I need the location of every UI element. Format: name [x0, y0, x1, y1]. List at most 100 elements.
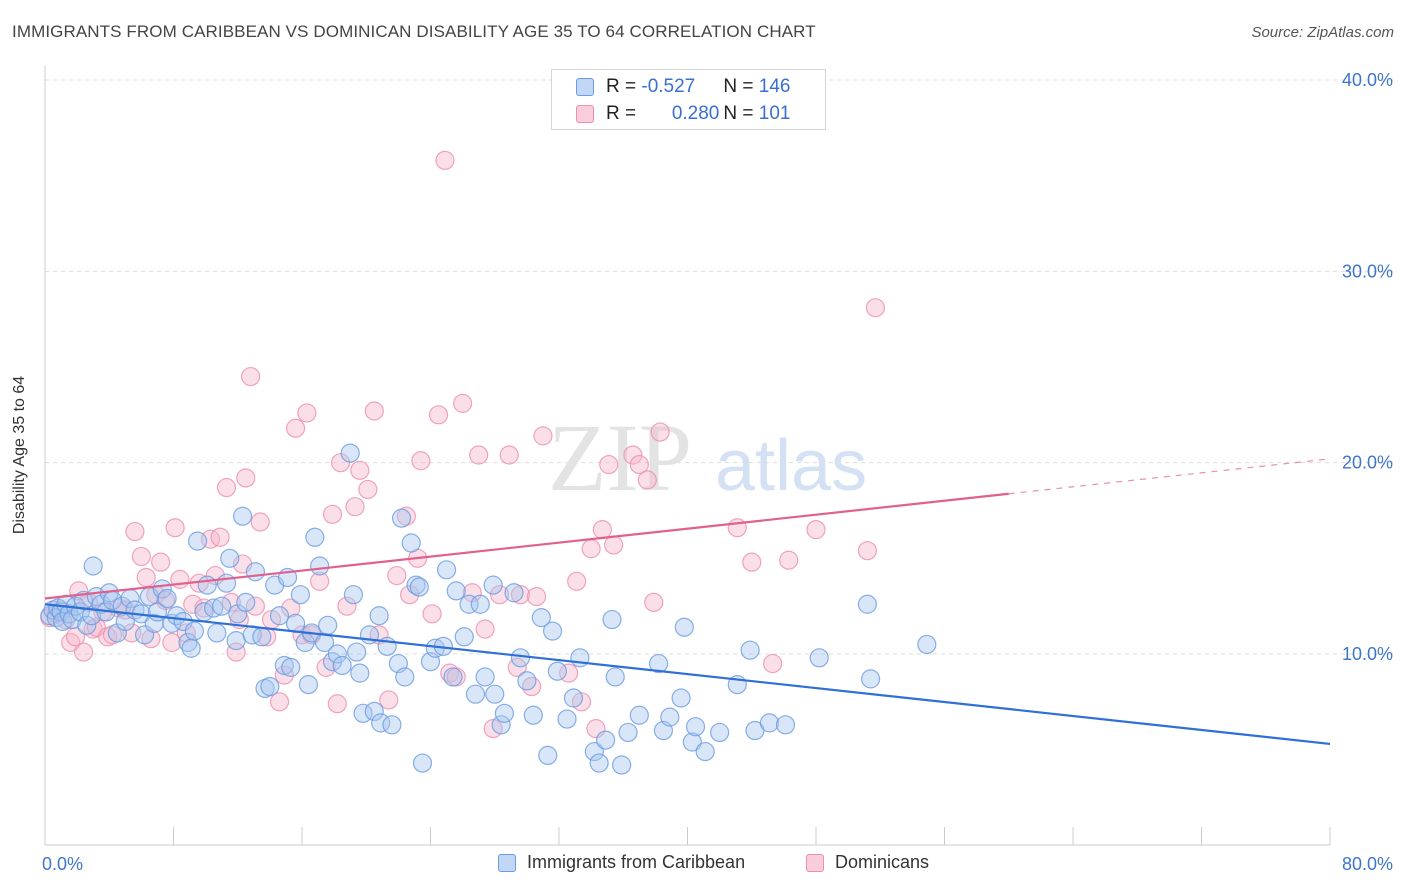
- dominicans-point: [727, 518, 747, 538]
- caribbean-point: [178, 632, 198, 653]
- dominicans-point: [250, 512, 270, 532]
- dominicans-point: [400, 585, 420, 605]
- caribbean-point: [112, 596, 132, 616]
- caribbean-point: [494, 703, 514, 723]
- series-legend-caribbean: Immigrants from Caribbean: [498, 852, 745, 873]
- watermark-atlas: atlas: [715, 426, 867, 506]
- caribbean-point: [491, 715, 511, 735]
- caribbean-point: [305, 527, 325, 547]
- caribbean-point: [298, 675, 319, 695]
- dominicans-trend-extension: [1008, 458, 1331, 495]
- dominicans-point: [131, 546, 151, 567]
- dominicans-point: [644, 592, 664, 612]
- caribbean-point: [547, 661, 567, 681]
- caribbean-point: [459, 594, 479, 614]
- chart-title: IMMIGRANTS FROM CARIBBEAN VS DOMINICAN D…: [12, 22, 816, 41]
- caribbean-point: [220, 548, 240, 568]
- dominicans-point: [136, 567, 156, 588]
- caribbean-point: [454, 627, 474, 647]
- caribbean-point: [347, 642, 367, 662]
- caribbean-point: [475, 667, 495, 687]
- caribbean-point: [269, 606, 290, 626]
- dominicans-point: [350, 460, 370, 480]
- series-legend-dominicans: Dominicans: [806, 852, 929, 873]
- dominicans-point: [604, 535, 624, 555]
- caribbean-point: [517, 671, 537, 691]
- caribbean-point: [759, 713, 780, 733]
- dominicans-point: [453, 393, 473, 413]
- dominicans-point: [779, 550, 799, 570]
- dominicans-point: [499, 445, 519, 465]
- legend-n-label: N =: [723, 76, 759, 97]
- caribbean-point: [391, 508, 412, 528]
- dominicans-point: [599, 454, 619, 475]
- caribbean-point: [343, 585, 363, 605]
- dominicans-point: [422, 604, 442, 624]
- dominicans-point: [637, 470, 657, 490]
- caribbean-point: [618, 722, 638, 743]
- dominicans-point: [387, 565, 407, 586]
- caribbean-point: [740, 640, 760, 660]
- caribbean-point: [83, 556, 103, 576]
- dominicans-point: [285, 418, 306, 438]
- dominicans-point: [435, 150, 455, 170]
- caribbean-point: [350, 663, 370, 683]
- dominicans-point: [475, 619, 495, 639]
- series-swatch-pink: [806, 853, 824, 872]
- caribbean-point: [77, 615, 97, 635]
- dominicans-point: [176, 623, 196, 643]
- dominicans-point: [269, 692, 290, 712]
- caribbean-point: [364, 701, 384, 722]
- caribbean-point: [285, 613, 306, 633]
- caribbean-point: [332, 655, 352, 676]
- caribbean-point: [648, 653, 669, 674]
- caribbean-point: [245, 562, 266, 582]
- dominicans-point: [428, 405, 449, 425]
- caribbean-point: [485, 684, 505, 704]
- caribbean-point: [685, 717, 706, 737]
- caribbean-point: [542, 621, 563, 641]
- caribbean-point: [917, 634, 937, 655]
- caribbean-point: [710, 722, 730, 743]
- dominicans-point: [462, 583, 482, 603]
- dominicans-point: [742, 552, 762, 572]
- dominicans-point: [629, 454, 649, 475]
- caribbean-point: [674, 617, 694, 637]
- caribbean-point: [557, 709, 577, 729]
- y-tick-label: 30.0%: [1342, 261, 1393, 281]
- watermark: ZIP atlas: [548, 404, 867, 511]
- caribbean-point: [157, 588, 177, 609]
- dominicans-point: [297, 403, 317, 423]
- dominicans-point: [170, 569, 190, 589]
- caribbean-point: [369, 606, 389, 626]
- series-legend: Immigrants from Caribbean Dominicans: [0, 852, 1406, 876]
- dominicans-point: [221, 592, 241, 612]
- caribbean-trend-line: [44, 603, 1331, 746]
- caribbean-point: [682, 732, 702, 752]
- caribbean-point: [446, 581, 466, 601]
- y-tick-label: 40.0%: [1342, 70, 1393, 90]
- legend-swatch-pink: [576, 105, 594, 123]
- caribbean-point: [510, 648, 531, 668]
- dominicans-point: [581, 539, 601, 559]
- y-tick-label: 20.0%: [1342, 453, 1393, 473]
- dominicans-point: [337, 596, 357, 616]
- dominicans-point: [358, 479, 378, 500]
- caribbean-point: [861, 669, 881, 689]
- legend-n-value: 146: [758, 76, 791, 97]
- series-label-caribbean: Immigrants from Caribbean: [527, 852, 746, 872]
- dominicans-point: [322, 504, 343, 524]
- dominicans-point: [327, 694, 347, 714]
- caribbean-point: [327, 644, 347, 664]
- caribbean-point: [695, 741, 715, 762]
- caribbean-point: [436, 560, 457, 580]
- caribbean-point: [595, 730, 616, 750]
- dominicans-point: [623, 445, 643, 465]
- caribbean-point: [857, 594, 878, 614]
- caribbean-point: [523, 705, 543, 725]
- dominicans-point: [411, 451, 431, 471]
- dominicans-point: [567, 571, 587, 591]
- caribbean-point: [409, 577, 429, 597]
- dominicans-point: [73, 642, 94, 662]
- caribbean-point: [260, 676, 280, 697]
